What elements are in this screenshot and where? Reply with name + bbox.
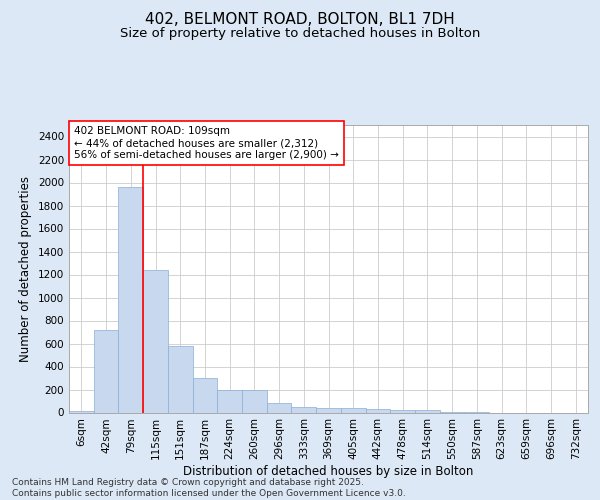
Bar bbox=[143, 270, 168, 412]
Bar bbox=[217, 390, 242, 412]
Text: 402 BELMONT ROAD: 109sqm
← 44% of detached houses are smaller (2,312)
56% of sem: 402 BELMONT ROAD: 109sqm ← 44% of detach… bbox=[74, 126, 339, 160]
Text: 402, BELMONT ROAD, BOLTON, BL1 7DH: 402, BELMONT ROAD, BOLTON, BL1 7DH bbox=[145, 12, 455, 28]
Bar bbox=[242, 390, 267, 412]
Bar bbox=[267, 404, 292, 412]
Bar bbox=[168, 346, 193, 412]
Y-axis label: Number of detached properties: Number of detached properties bbox=[19, 176, 32, 362]
X-axis label: Distribution of detached houses by size in Bolton: Distribution of detached houses by size … bbox=[184, 465, 473, 478]
Bar bbox=[94, 330, 118, 412]
Bar bbox=[118, 187, 143, 412]
Bar bbox=[193, 378, 217, 412]
Bar bbox=[341, 408, 365, 412]
Bar bbox=[415, 410, 440, 412]
Text: Size of property relative to detached houses in Bolton: Size of property relative to detached ho… bbox=[120, 28, 480, 40]
Bar bbox=[316, 408, 341, 412]
Bar bbox=[390, 410, 415, 412]
Text: Contains HM Land Registry data © Crown copyright and database right 2025.
Contai: Contains HM Land Registry data © Crown c… bbox=[12, 478, 406, 498]
Bar bbox=[365, 409, 390, 412]
Bar bbox=[69, 411, 94, 412]
Bar bbox=[292, 408, 316, 412]
